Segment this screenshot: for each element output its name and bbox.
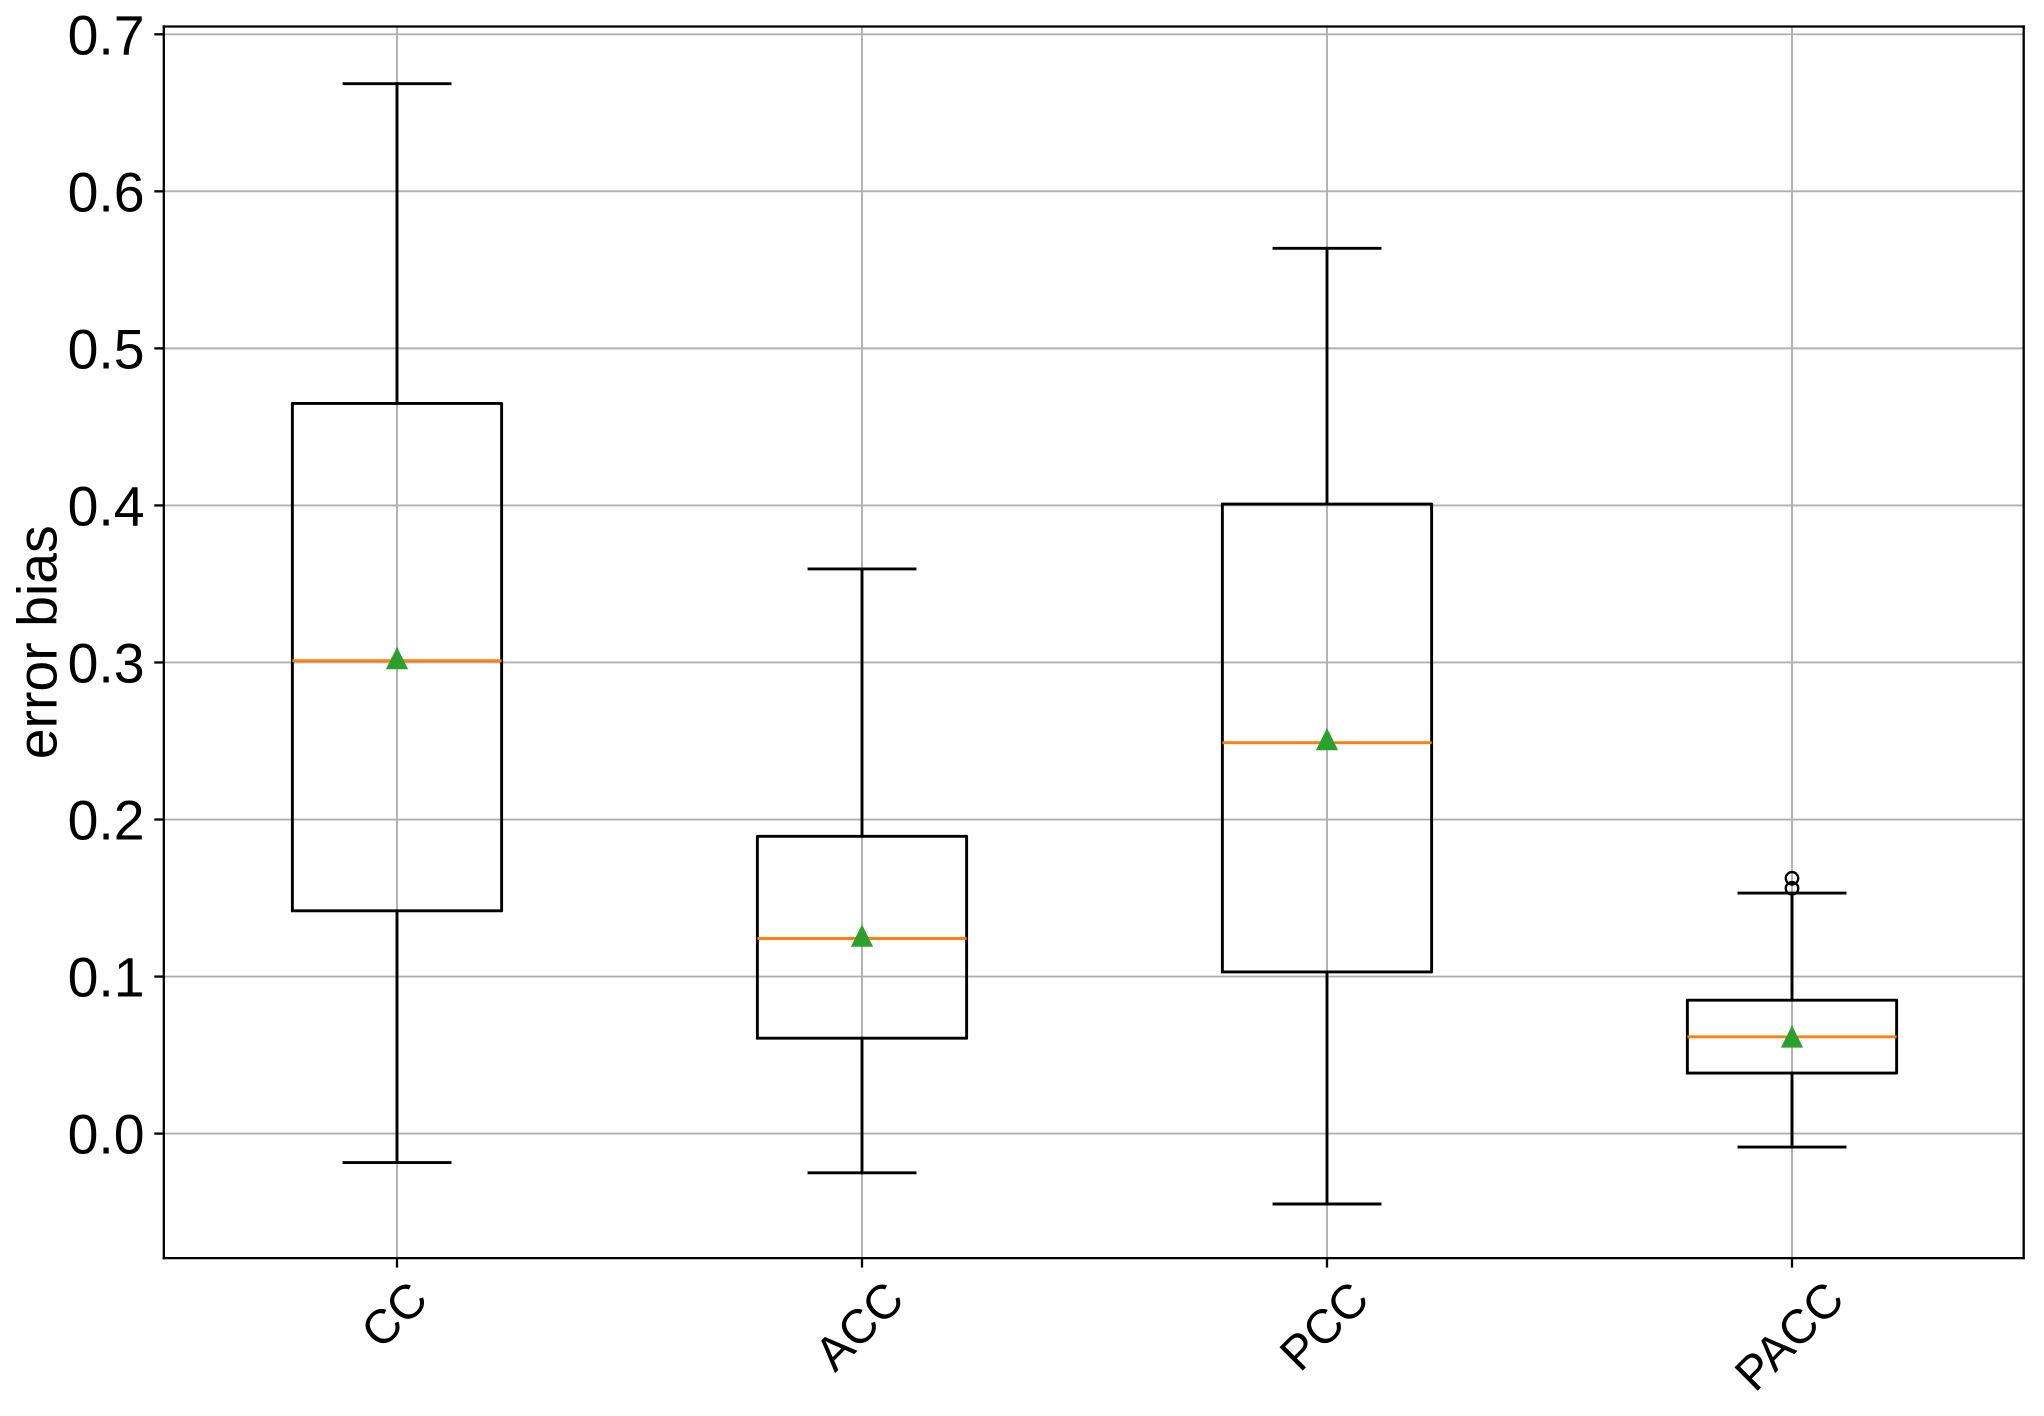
svg-text:0.1: 0.1 [68,947,145,1009]
svg-text:0.2: 0.2 [68,790,145,852]
svg-text:0.7: 0.7 [68,4,145,66]
svg-text:0.6: 0.6 [68,161,145,223]
svg-text:0.3: 0.3 [68,633,145,695]
svg-text:0.5: 0.5 [68,318,145,380]
svg-text:error bias: error bias [6,525,68,759]
svg-text:0.0: 0.0 [68,1104,145,1166]
svg-text:0.4: 0.4 [68,476,145,538]
